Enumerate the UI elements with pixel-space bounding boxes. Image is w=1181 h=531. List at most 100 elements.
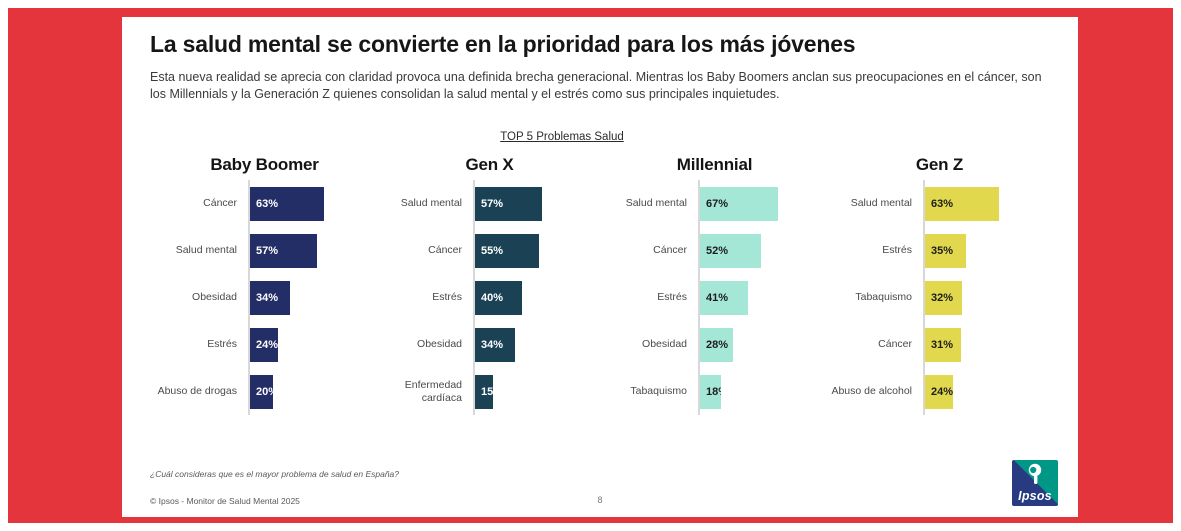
bar-track: 34% [473, 321, 602, 368]
category-label: Cáncer [428, 244, 462, 257]
bar-row: Salud mental 67% [602, 180, 827, 227]
bar: 41% [700, 280, 748, 315]
bar: 18% [700, 374, 721, 409]
bar-track: 63% [923, 180, 1052, 227]
bar-row: Cáncer 31% [827, 321, 1052, 368]
bar: 34% [475, 327, 515, 362]
category-label: Estrés [432, 291, 462, 304]
bar: 34% [250, 280, 290, 315]
category-label: Estrés [207, 338, 237, 351]
bar: 40% [475, 280, 522, 315]
page-title: La salud mental se convierte en la prior… [150, 31, 856, 57]
bar-value-label: 67% [706, 197, 729, 210]
category-label: Salud mental [850, 197, 912, 210]
category-label: Salud mental [400, 197, 462, 210]
bar-value-label: 15% [481, 385, 493, 398]
category-label: Salud mental [175, 244, 237, 257]
chart-title: TOP 5 Problemas Salud [500, 131, 624, 143]
bar-row: Obesidad 34% [377, 321, 602, 368]
bar-row: Estrés 40% [377, 274, 602, 321]
bar-value-label: 24% [256, 338, 278, 351]
ipsos-logo-text: Ipsos [1018, 489, 1052, 503]
red-frame: La salud mental se convierte en la prior… [8, 8, 1173, 523]
bar: 63% [250, 186, 324, 221]
bar-row: Salud mental 63% [827, 180, 1052, 227]
bar-track: 32% [923, 274, 1052, 321]
bar-row: Tabaquismo 18% [602, 368, 827, 415]
bar: 67% [700, 186, 778, 221]
category-label: Abuso de drogas [157, 385, 237, 398]
bar: 31% [925, 327, 961, 362]
category-label: Obesidad [642, 338, 687, 351]
bar-row: Salud mental 57% [377, 180, 602, 227]
slide-card: La salud mental se convierte en la prior… [122, 17, 1078, 517]
survey-question: ¿Cuál consideras que es el mayor problem… [150, 469, 400, 479]
bar-value-label: 20% [256, 385, 273, 398]
bar-value-label: 57% [481, 197, 504, 210]
bar-row: Tabaquismo 32% [827, 274, 1052, 321]
bar: 63% [925, 186, 999, 221]
generation-header: Gen Z [915, 155, 964, 174]
generation-column: Gen Z Salud mental 63% Estrés 35% Tabaquismo 3… [827, 155, 1052, 415]
bar-row: Salud mental 57% [152, 227, 377, 274]
category-label: Enfermedad cardíaca [404, 378, 462, 404]
bar: 55% [475, 233, 539, 268]
generation-column: Baby Boomer Cáncer 63% Salud mental 57% Obesi… [152, 155, 377, 415]
bar-track: 55% [473, 227, 602, 274]
bar-value-label: 63% [931, 197, 954, 210]
bar-track: 35% [923, 227, 1052, 274]
bar-value-label: 52% [706, 244, 729, 257]
bar: 24% [925, 374, 953, 409]
category-label: Tabaquismo [855, 291, 912, 304]
bar-value-label: 31% [931, 338, 954, 351]
ipsos-figure-icon [1012, 462, 1058, 488]
bar-row: Abuso de drogas 20% [152, 368, 377, 415]
category-label: Tabaquismo [630, 385, 687, 398]
bar-value-label: 32% [931, 291, 954, 304]
bar-track: 20% [248, 368, 377, 415]
bar-value-label: 63% [256, 197, 279, 210]
bar-value-label: 34% [256, 291, 279, 304]
bar: 20% [250, 374, 273, 409]
bar: 24% [250, 327, 278, 362]
bar: 28% [700, 327, 733, 362]
bar-value-label: 18% [706, 385, 721, 398]
page-number: 8 [597, 495, 603, 505]
bar-value-label: 40% [481, 291, 504, 304]
bar-track: 18% [698, 368, 827, 415]
bar-track: 28% [698, 321, 827, 368]
bar-row: Estrés 35% [827, 227, 1052, 274]
bar-track: 24% [248, 321, 377, 368]
generation-header: Gen X [465, 155, 514, 174]
bar: 57% [475, 186, 542, 221]
bar-track: 40% [473, 274, 602, 321]
bar-value-label: 55% [481, 244, 504, 257]
generation-header: Millennial [676, 155, 753, 174]
bar-row: Obesidad 28% [602, 321, 827, 368]
generation-column: Gen X Salud mental 57% Cáncer 55% Estrés 40% Ob… [377, 155, 602, 415]
bar-row: Cáncer 52% [602, 227, 827, 274]
bar-value-label: 34% [481, 338, 504, 351]
bar-value-label: 24% [931, 385, 953, 398]
chart-area: Baby Boomer Cáncer 63% Salud mental 57% Obesi… [152, 155, 1052, 415]
category-label: Cáncer [878, 338, 912, 351]
bar-value-label: 57% [256, 244, 279, 257]
bar-row: Estrés 41% [602, 274, 827, 321]
bar-value-label: 28% [706, 338, 729, 351]
bar-track: 52% [698, 227, 827, 274]
bar-value-label: 35% [931, 244, 954, 257]
bar-row: Obesidad 34% [152, 274, 377, 321]
bar-track: 67% [698, 180, 827, 227]
bar-track: 31% [923, 321, 1052, 368]
bar-track: 24% [923, 368, 1052, 415]
bar-row: Estrés 24% [152, 321, 377, 368]
bar: 15% [475, 374, 493, 409]
bar-track: 57% [248, 227, 377, 274]
bar-track: 34% [248, 274, 377, 321]
copyright: © Ipsos - Monitor de Salud Mental 2025 [150, 496, 300, 506]
bar-value-label: 41% [706, 291, 729, 304]
bar-row: Cáncer 55% [377, 227, 602, 274]
category-label: Estrés [657, 291, 687, 304]
generation-header: Baby Boomer [210, 155, 319, 174]
bar-track: 63% [248, 180, 377, 227]
